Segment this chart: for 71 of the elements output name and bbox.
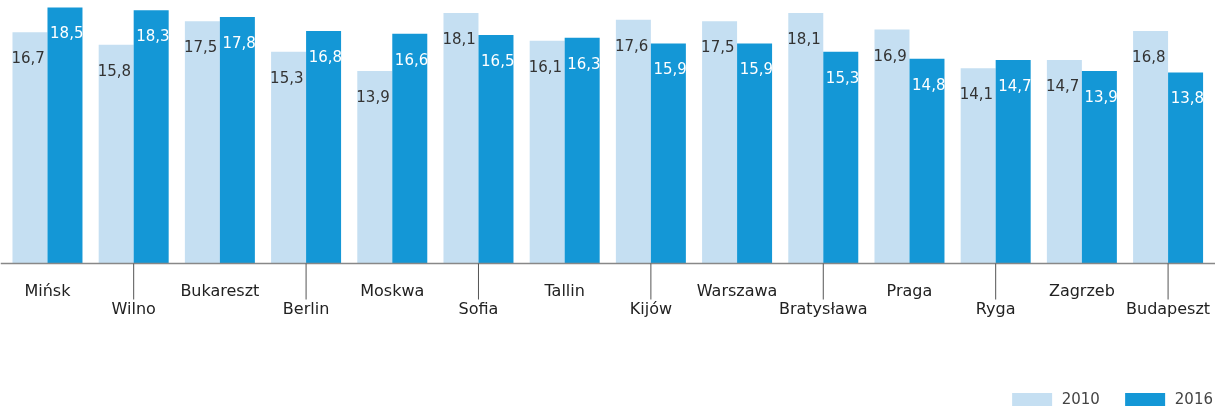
x-tick-label: Warszawa xyxy=(696,281,778,300)
bar xyxy=(443,12,479,264)
data-label: 15,9 xyxy=(653,60,687,79)
data-label: 17,5 xyxy=(701,38,735,57)
data-label: 16,8 xyxy=(1132,47,1166,66)
data-label: 18,5 xyxy=(50,24,84,43)
bar xyxy=(478,35,514,264)
x-tick-label: Kijów xyxy=(629,299,673,318)
x-tick-label: Praga xyxy=(886,281,933,300)
x-tick-label: Berlin xyxy=(282,299,330,318)
data-label: 18,1 xyxy=(442,29,476,48)
bar xyxy=(184,21,220,264)
data-label: 13,8 xyxy=(1170,89,1205,108)
data-label: 17,5 xyxy=(183,38,218,57)
bar xyxy=(702,21,738,264)
x-tick-label: Ryga xyxy=(975,299,1016,318)
x-tick-label: Budapeszt xyxy=(1126,299,1211,318)
bar xyxy=(823,51,859,264)
bar xyxy=(1081,71,1117,264)
data-label: 13,9 xyxy=(1084,88,1118,107)
data-label: 17,6 xyxy=(614,36,649,55)
bar xyxy=(1168,72,1204,264)
data-label: 14,7 xyxy=(1045,77,1080,96)
legend-label: 2016 xyxy=(1174,390,1213,408)
data-label: 15,9 xyxy=(739,60,774,79)
bar xyxy=(909,58,945,264)
bar xyxy=(1046,60,1082,264)
bar xyxy=(650,43,686,264)
data-label: 17,8 xyxy=(222,34,256,53)
data-label: 16,7 xyxy=(11,49,45,68)
data-label: 15,8 xyxy=(97,61,132,80)
bar xyxy=(392,33,428,264)
bar xyxy=(357,71,393,264)
x-tick-label: Zagrzeb xyxy=(1048,281,1115,300)
bar xyxy=(737,43,773,264)
bar xyxy=(1133,30,1169,264)
bar xyxy=(529,40,565,264)
x-tick-label: Tallin xyxy=(543,281,585,300)
bar xyxy=(874,29,910,264)
bar xyxy=(960,68,996,264)
data-label: 18,1 xyxy=(787,29,821,48)
bar xyxy=(564,37,600,264)
bar xyxy=(47,7,83,264)
data-label: 15,3 xyxy=(270,68,304,87)
data-label: 16,5 xyxy=(481,52,515,71)
data-label: 14,8 xyxy=(912,75,946,94)
bar xyxy=(98,44,134,264)
x-tick-label: Wilno xyxy=(111,299,156,318)
x-tick-label: Bukareszt xyxy=(180,281,260,300)
data-label: 16,8 xyxy=(308,47,343,66)
data-label: 15,3 xyxy=(825,68,860,87)
bar xyxy=(12,32,48,264)
legend-label: 2010 xyxy=(1061,390,1100,408)
bar xyxy=(271,51,307,264)
bar xyxy=(306,30,342,264)
x-tick-label: Moskwa xyxy=(360,281,425,300)
bar xyxy=(788,12,824,264)
bar xyxy=(133,10,169,264)
data-label: 13,9 xyxy=(356,88,390,107)
x-tick-label: Bratysława xyxy=(778,299,868,318)
data-label: 16,9 xyxy=(873,46,907,65)
data-label: 14,1 xyxy=(959,85,994,104)
data-label: 18,3 xyxy=(136,27,170,46)
bar xyxy=(219,17,255,264)
x-tick-label: Sofia xyxy=(458,299,499,318)
bar xyxy=(995,60,1031,264)
data-label: 16,1 xyxy=(528,57,563,76)
bar xyxy=(615,19,651,264)
x-tick-label: Mińsk xyxy=(24,281,72,300)
data-label: 16,3 xyxy=(567,54,601,73)
data-label: 14,7 xyxy=(998,77,1032,96)
